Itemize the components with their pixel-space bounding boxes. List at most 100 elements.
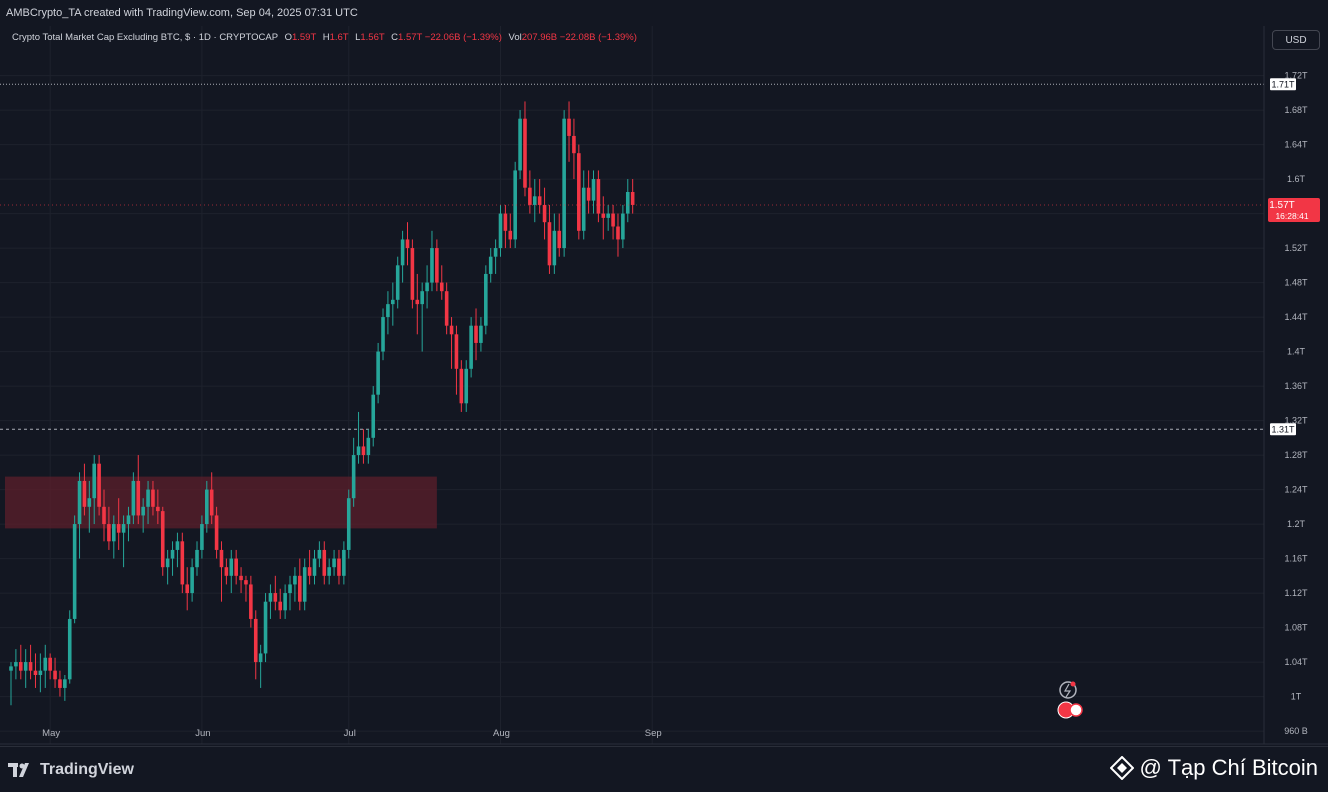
- candle-body: [322, 549, 327, 576]
- time-tick-label: Aug: [493, 728, 510, 739]
- candle: [131, 472, 136, 525]
- currency-button[interactable]: USD: [1272, 30, 1320, 50]
- high-value: 1.6T: [329, 32, 349, 43]
- candle-body: [312, 558, 317, 576]
- symbol-name[interactable]: Crypto Total Market Cap Excluding BTC, $…: [12, 32, 278, 43]
- candle: [415, 273, 420, 335]
- tradingview-logo-icon: [8, 763, 29, 777]
- candle-body: [366, 437, 371, 456]
- candle: [542, 187, 547, 240]
- candle-body: [567, 118, 571, 136]
- candle: [420, 282, 424, 352]
- candle: [611, 204, 615, 240]
- candle: [229, 549, 234, 594]
- time-axis: May Jun Jul Aug Sep: [42, 728, 662, 739]
- candle-body: [97, 463, 101, 507]
- candle: [156, 489, 160, 525]
- candle-body: [14, 662, 18, 667]
- candle-body: [87, 498, 92, 507]
- candle-body: [9, 666, 13, 671]
- candle: [410, 239, 415, 309]
- candle: [111, 515, 116, 559]
- low-value: 1.56T: [360, 32, 385, 43]
- candle-body: [190, 567, 194, 594]
- candle: [586, 170, 591, 214]
- candle-body: [342, 549, 346, 576]
- candle: [391, 282, 395, 326]
- candle-body: [572, 135, 576, 154]
- candle-body: [606, 213, 610, 218]
- candle-body: [263, 601, 268, 654]
- event-count-icon: [1069, 703, 1083, 717]
- candle-body: [229, 558, 234, 576]
- publish-line: AMBCrypto_TA created with TradingView.co…: [0, 0, 1328, 26]
- candle: [562, 110, 566, 257]
- candle-body: [126, 515, 131, 525]
- candle: [77, 472, 82, 559]
- candle-body: [273, 593, 278, 602]
- candle: [469, 317, 473, 378]
- candle: [165, 549, 170, 585]
- candle-body: [165, 558, 170, 568]
- candle: [53, 657, 57, 688]
- time-tick-label: May: [42, 728, 60, 739]
- candle: [278, 588, 283, 619]
- candle-body: [48, 657, 52, 671]
- candle-body: [405, 239, 410, 249]
- horizontal-levels: 1.71T 1.31T: [0, 78, 1296, 436]
- price-axis: 960 B 1T 1.04T 1.08T 1.12T 1.16T 1.2T 1.24T 1.28…: [0, 26, 1328, 745]
- volume-change: −22.08B (−1.39%): [559, 32, 637, 43]
- candle-body: [63, 679, 67, 688]
- candle: [244, 575, 248, 602]
- candle-body: [23, 662, 28, 671]
- candle-body: [425, 282, 429, 292]
- candle-body: [562, 118, 566, 249]
- candle: [102, 489, 106, 542]
- candle-body: [298, 575, 302, 602]
- candle-body: [170, 549, 175, 559]
- candle: [488, 248, 493, 283]
- candle-body: [351, 455, 356, 499]
- time-tick-label: Jul: [344, 728, 356, 739]
- candle-body: [435, 248, 439, 283]
- price-chart[interactable]: 1.71T 1.31T 960 B 1T 1.04T 1.08T 1.12T 1.16T 1.…: [0, 0, 1328, 746]
- candle: [298, 558, 302, 611]
- price-tick-label: 1.24T: [1284, 485, 1308, 495]
- candle-body: [244, 580, 248, 585]
- candle: [82, 463, 87, 516]
- candle: [307, 549, 312, 585]
- candle-body: [493, 248, 498, 257]
- candle: [126, 506, 131, 542]
- candle-body: [346, 498, 351, 550]
- candle-body: [307, 567, 312, 576]
- candle: [630, 179, 635, 214]
- supply-demand-zone: [5, 476, 437, 529]
- candle-body: [611, 213, 615, 227]
- candle: [395, 256, 400, 309]
- candle: [449, 317, 454, 369]
- candle-body: [356, 446, 361, 456]
- candle: [58, 670, 62, 697]
- lightning-event-icon: [1059, 681, 1077, 699]
- candle-body: [249, 584, 253, 619]
- tradingview-logo[interactable]: TradingView: [8, 761, 134, 779]
- candle: [547, 204, 552, 274]
- candle-body: [317, 549, 322, 559]
- close-label: C: [391, 32, 399, 43]
- candle: [567, 101, 571, 162]
- candle: [190, 558, 194, 602]
- volume-value: 207.96B: [521, 32, 558, 43]
- candle-body: [430, 248, 434, 283]
- candle-body: [508, 230, 513, 240]
- candle: [263, 593, 268, 663]
- open-label: O: [284, 32, 292, 43]
- candle-body: [234, 558, 238, 576]
- candle: [435, 239, 439, 292]
- time-tick-label: Sep: [645, 728, 662, 739]
- price-tick-label: 1.6T: [1287, 174, 1306, 184]
- candle-body: [513, 170, 517, 240]
- candle: [185, 567, 190, 611]
- candle-body: [621, 213, 625, 240]
- candle: [439, 265, 444, 300]
- candle: [479, 317, 483, 352]
